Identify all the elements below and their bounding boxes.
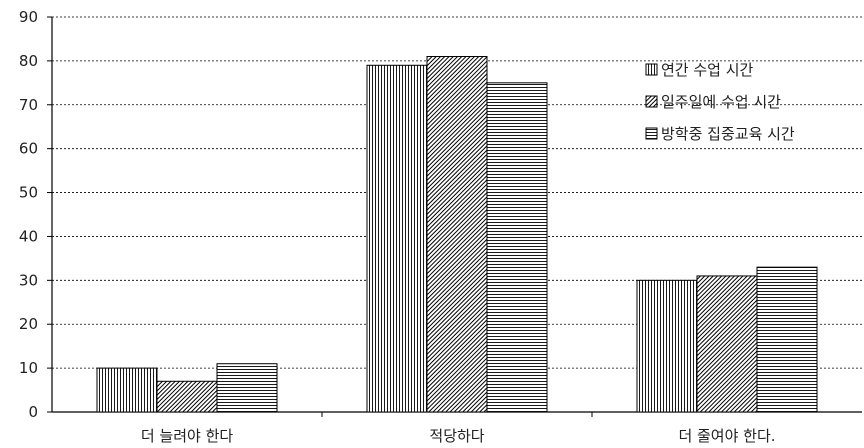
- legend-label: 연간 수업 시간: [661, 61, 754, 79]
- bar-horizontal: [216, 363, 278, 413]
- y-tick-label: 30: [19, 271, 38, 289]
- y-tick-label: 20: [19, 315, 38, 333]
- y-tick-label: 60: [19, 140, 38, 158]
- y-tick-label: 40: [19, 227, 38, 245]
- bar-horizontal: [756, 266, 818, 413]
- bar-vertical: [366, 64, 428, 413]
- bars: [96, 56, 818, 413]
- x-category-label: 더 늘려야 한다: [141, 427, 234, 445]
- legend-swatch-horizontal: [645, 127, 658, 140]
- legend-label: 일주일에 수업 시간: [661, 93, 781, 111]
- legend-swatch-diagonal: [645, 95, 658, 108]
- y-tick-label: 50: [19, 184, 38, 202]
- y-tick-label: 10: [19, 359, 38, 377]
- axis-labels: 0 10 20 30 40 50 60 70 80 90 더 늘려야 한다 적당하다 더 줄여야 한다.: [19, 8, 776, 445]
- bar-diagonal: [156, 380, 218, 413]
- y-tick-label: 70: [19, 96, 38, 114]
- x-category-label: 적당하다: [429, 427, 484, 445]
- x-category-label: 더 줄여야 한다.: [678, 427, 775, 445]
- legend-swatch-vertical: [645, 63, 658, 76]
- y-tick-label: 80: [19, 52, 38, 70]
- y-tick-label: 90: [19, 8, 38, 26]
- bar-vertical: [636, 279, 698, 413]
- bar-vertical: [96, 367, 158, 413]
- bar-horizontal: [486, 82, 548, 413]
- bar-diagonal: [426, 56, 488, 413]
- legend-label: 방학중 집중교육 시간: [661, 125, 795, 143]
- bar-diagonal: [696, 275, 758, 413]
- y-tick-label: 0: [28, 403, 38, 421]
